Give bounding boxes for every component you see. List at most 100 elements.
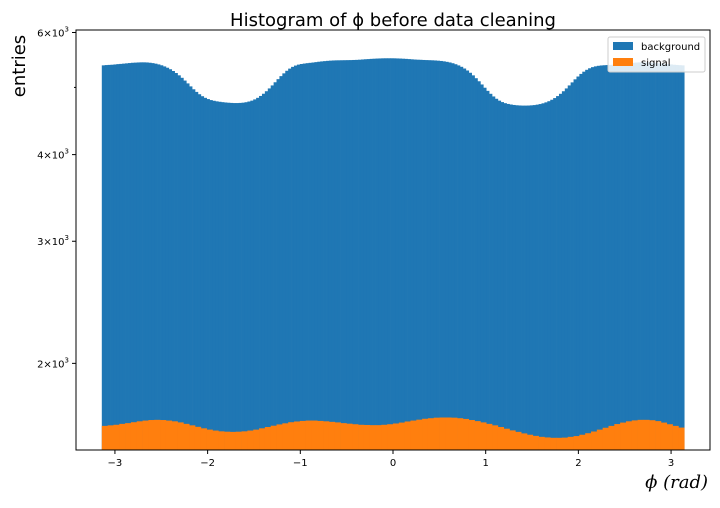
background-bar — [544, 102, 548, 450]
background-bar — [634, 62, 638, 451]
background-bar — [168, 69, 173, 450]
background-bar — [244, 102, 248, 450]
signal-bar — [492, 425, 499, 450]
background-bar — [110, 64, 114, 450]
background-bar — [130, 62, 135, 450]
signal-bar — [655, 421, 662, 450]
background-bar — [366, 59, 371, 451]
background-bar — [154, 63, 158, 451]
background-bar — [349, 60, 353, 450]
background-bar — [561, 91, 566, 450]
signal-bar — [154, 419, 161, 450]
background-bar — [209, 100, 213, 450]
background-bar — [221, 102, 225, 450]
background-bar — [206, 99, 210, 450]
signal-bar — [614, 424, 621, 450]
signal-bar — [358, 424, 365, 450]
background-bar — [492, 96, 496, 451]
background-bar — [375, 58, 379, 450]
y-tick-label: 2×103 — [37, 356, 69, 370]
signal-bar — [538, 436, 545, 450]
background-bar — [468, 72, 472, 451]
background-bar — [369, 58, 373, 451]
signal-bar — [241, 431, 248, 450]
signal-bar — [457, 418, 464, 450]
background-bar — [457, 65, 461, 451]
background-bar — [681, 65, 685, 450]
x-axis-label: ϕ (rad) — [645, 472, 708, 493]
legend-label-signal: signal — [641, 58, 671, 69]
background-bar — [628, 63, 633, 451]
background-bar — [625, 63, 630, 450]
y-axis-label: entries — [9, 35, 30, 97]
signal-bar — [550, 437, 557, 450]
signal-bar — [503, 428, 510, 450]
signal-bar — [381, 424, 388, 450]
signal-bar — [515, 431, 522, 450]
background-bar — [570, 82, 574, 450]
background-bar — [465, 70, 470, 451]
background-bar — [334, 60, 339, 450]
signal-bar — [666, 424, 673, 450]
background-bar — [486, 90, 490, 451]
background-bar — [270, 85, 274, 451]
background-bar — [192, 89, 196, 450]
signal-bar — [567, 436, 574, 450]
background-bar — [125, 63, 129, 451]
background-bar — [637, 62, 641, 451]
background-bar — [119, 63, 123, 451]
signal-bar — [433, 417, 440, 450]
signal-bar — [369, 425, 376, 450]
background-bar — [276, 79, 280, 451]
background-bar — [404, 58, 408, 451]
background-bar — [666, 64, 670, 451]
background-bar — [550, 99, 554, 450]
background-bar — [489, 93, 493, 451]
background-bar — [614, 64, 618, 450]
background-bar — [433, 60, 438, 451]
background-bar — [101, 65, 106, 450]
x-tick-label: 0 — [390, 458, 396, 469]
background-bar — [395, 58, 400, 451]
signal-bar — [579, 434, 586, 450]
background-bar — [442, 61, 446, 451]
background-bar — [643, 62, 647, 451]
signal-bar — [486, 423, 493, 450]
background-bar — [593, 66, 598, 451]
background-bar — [483, 87, 487, 451]
x-tick-label: −2 — [200, 458, 215, 469]
background-bar — [229, 102, 234, 451]
background-bar — [113, 64, 117, 450]
background-bar — [343, 60, 347, 450]
background-bar — [227, 102, 231, 450]
signal-bar — [247, 430, 254, 450]
background-bar — [655, 63, 659, 451]
background-bar — [462, 68, 467, 450]
background-bar — [253, 99, 257, 450]
background-bar — [203, 97, 207, 450]
background-bar — [410, 59, 414, 451]
background-bar — [515, 105, 519, 451]
background-bar — [340, 60, 344, 451]
background-bar — [314, 62, 318, 451]
background-bar — [390, 58, 394, 451]
signal-bar — [404, 421, 411, 450]
background-bar — [302, 63, 306, 451]
y-tick-label: 6×103 — [37, 25, 69, 39]
background-bar — [104, 65, 108, 450]
background-bar — [398, 58, 403, 450]
background-bar — [232, 103, 237, 451]
background-bar — [378, 58, 382, 451]
signal-bar — [620, 422, 627, 450]
signal-bar — [497, 427, 504, 450]
background-bar — [194, 91, 199, 451]
x-tick-label: 3 — [668, 458, 674, 469]
signal-bar — [323, 421, 330, 450]
signal-bar — [224, 431, 231, 450]
signal-bar — [649, 420, 656, 450]
signal-bar — [311, 420, 318, 450]
background-bar — [512, 104, 516, 451]
background-bar — [305, 63, 309, 451]
signal-bar — [480, 422, 487, 450]
